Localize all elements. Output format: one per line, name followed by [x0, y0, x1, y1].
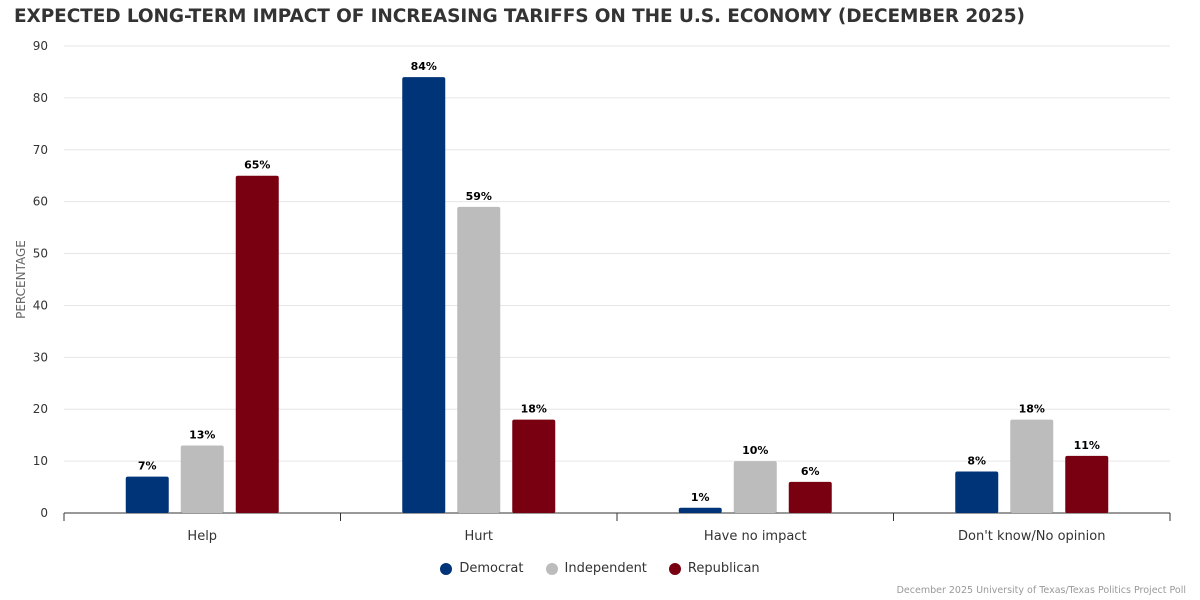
- x-category-label: Don't know/No opinion: [958, 529, 1105, 544]
- legend-item-republican[interactable]: Republican: [668, 561, 760, 576]
- data-label: 18%: [1019, 403, 1045, 416]
- data-label: 7%: [138, 460, 157, 473]
- y-axis-title: PERCENTAGE: [14, 240, 28, 319]
- y-tick-label: 0: [40, 506, 48, 520]
- legend: Democrat Independent Republican: [0, 561, 1200, 576]
- y-tick-label: 90: [33, 39, 48, 53]
- data-label: 18%: [521, 403, 547, 416]
- y-tick-label: 80: [33, 91, 48, 105]
- bar-republican-2: [788, 481, 832, 513]
- data-label: 11%: [1074, 439, 1100, 452]
- y-tick-label: 70: [33, 143, 48, 157]
- bar-republican-0: [235, 175, 279, 513]
- data-label: 6%: [801, 465, 820, 478]
- y-tick-label: 60: [33, 195, 48, 209]
- y-tick-label: 30: [33, 350, 48, 364]
- bar-democrat-0: [125, 476, 169, 513]
- legend-swatch: [545, 562, 558, 575]
- legend-label: Republican: [687, 561, 760, 576]
- chart-title: EXPECTED LONG-TERM IMPACT OF INCREASING …: [14, 6, 1025, 27]
- bar-republican-1: [512, 419, 556, 513]
- data-label: 84%: [411, 60, 437, 73]
- bar-democrat-1: [402, 77, 446, 513]
- bar-independent-2: [733, 461, 777, 513]
- bar-democrat-2: [678, 507, 722, 513]
- bar-independent-3: [1010, 419, 1054, 513]
- data-label: 1%: [691, 491, 710, 504]
- y-tick-label: 20: [33, 402, 48, 416]
- bar-independent-1: [457, 206, 501, 513]
- legend-swatch: [668, 562, 681, 575]
- legend-item-democrat[interactable]: Democrat: [440, 561, 524, 576]
- legend-label: Democrat: [459, 561, 524, 576]
- legend-item-independent[interactable]: Independent: [545, 561, 647, 576]
- y-tick-label: 50: [33, 247, 48, 261]
- x-category-label: Help: [187, 529, 217, 544]
- legend-label: Independent: [564, 561, 647, 576]
- x-category-label: Hurt: [465, 529, 493, 544]
- data-label: 59%: [466, 190, 492, 203]
- y-tick-label: 10: [33, 454, 48, 468]
- source-note: December 2025 University of Texas/Texas …: [896, 585, 1186, 596]
- data-label: 65%: [244, 159, 270, 172]
- data-label: 10%: [742, 444, 768, 457]
- data-label: 13%: [189, 429, 215, 442]
- legend-swatch: [440, 562, 453, 575]
- y-tick-label: 40: [33, 298, 48, 312]
- bar-democrat-3: [955, 471, 999, 513]
- bar-republican-3: [1065, 455, 1109, 513]
- data-label: 8%: [967, 454, 986, 467]
- x-category-label: Have no impact: [704, 529, 807, 544]
- bar-independent-0: [180, 445, 224, 513]
